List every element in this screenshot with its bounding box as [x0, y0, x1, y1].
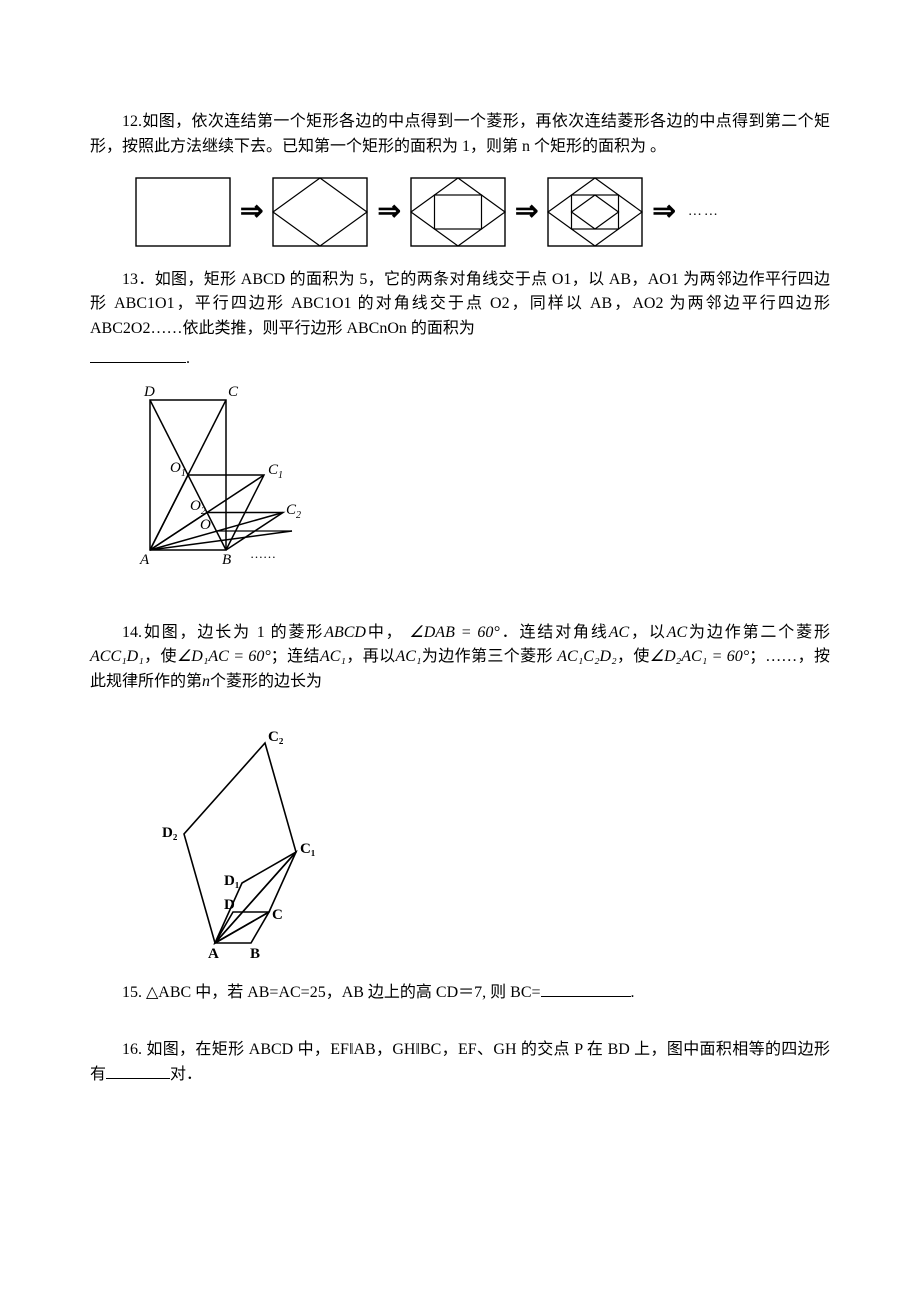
- svg-text:O1: O1: [170, 460, 186, 479]
- svg-text:C₁: C₁: [300, 841, 315, 857]
- q14-text: 14.如图，边长为 1 的菱形ABCD中， ∠DAB = 60°．连结对角线AC…: [90, 621, 830, 695]
- q13-label-B: B: [222, 552, 231, 568]
- q15-blank: [541, 980, 631, 997]
- svg-text:O2: O2: [190, 498, 206, 517]
- q12-figure-row: ⇒ ⇒ ⇒ ⇒ ……: [134, 176, 830, 248]
- q13-label-C: C: [228, 384, 239, 400]
- q13-label-A: A: [139, 552, 150, 568]
- svg-text:C1: C1: [268, 462, 283, 481]
- q12-stage2: [271, 176, 369, 248]
- svg-text:D₂: D₂: [162, 825, 178, 841]
- svg-text:D: D: [224, 897, 235, 913]
- q16-blank: [106, 1062, 170, 1079]
- q15-text: 15. △ABC 中，若 AB=AC=25，AB 边上的高 CD＝7, 则 BC…: [90, 980, 830, 1006]
- q12-arrow1: ⇒: [238, 190, 265, 233]
- q14-figure: A B C D C₁ D₁ C₂ D₂: [120, 725, 830, 974]
- q13-blank-line: .: [90, 346, 830, 372]
- svg-text:O: O: [200, 517, 211, 533]
- q12-arrow4: ⇒: [650, 190, 677, 233]
- q12-stage1: [134, 176, 232, 248]
- q13-figure: D C A B O1 O2 O C1 C2 ……: [120, 382, 830, 591]
- svg-text:B: B: [250, 946, 260, 962]
- q13-text: 13．如图，矩形 ABCD 的面积为 5，它的两条对角线交于点 O1，以 AB，…: [90, 268, 830, 342]
- q13-line1: 13．如图，矩形 ABCD 的面积为 5，它的两条对角线交于点 O1，以 AB，…: [90, 271, 830, 338]
- svg-text:C: C: [272, 907, 283, 923]
- svg-text:A: A: [208, 946, 219, 962]
- svg-text:D₁: D₁: [224, 873, 239, 889]
- svg-text:……: ……: [250, 546, 276, 561]
- q16-text: 16. 如图，在矩形 ABCD 中，EF‖AB，GH‖BC，EF、GH 的交点 …: [90, 1038, 830, 1089]
- q12-text: 12.如图，依次连结第一个矩形各边的中点得到一个菱形，再依次连结菱形各边的中点得…: [90, 110, 830, 160]
- q13-label-D: D: [143, 384, 155, 400]
- q13-period: .: [186, 350, 190, 367]
- q12-arrow2: ⇒: [375, 190, 402, 233]
- q13-blank: [90, 346, 186, 363]
- svg-text:C2: C2: [286, 502, 301, 521]
- q12-arrow3: ⇒: [513, 190, 540, 233]
- svg-text:C₂: C₂: [268, 729, 284, 745]
- q12-stage3: [409, 176, 507, 248]
- q12-stage4: [546, 176, 644, 248]
- q12-dots: ……: [688, 201, 720, 223]
